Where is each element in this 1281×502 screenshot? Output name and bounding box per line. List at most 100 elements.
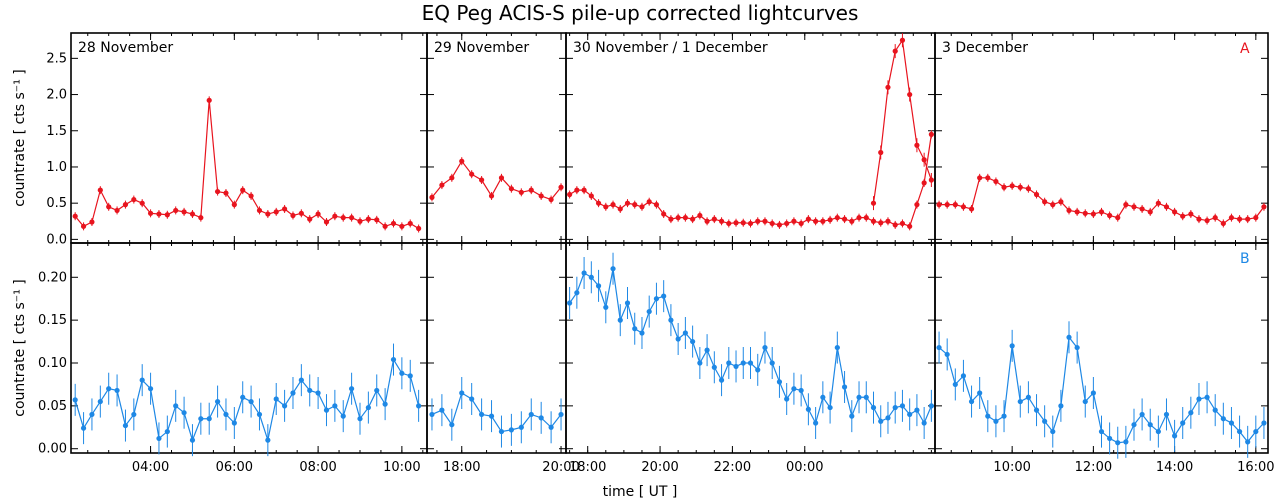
data-point bbox=[139, 200, 145, 206]
data-point bbox=[449, 422, 455, 428]
data-point bbox=[885, 84, 891, 90]
data-point bbox=[1245, 216, 1251, 222]
data-point bbox=[307, 387, 313, 394]
data-point bbox=[131, 196, 137, 203]
data-point bbox=[617, 206, 623, 212]
data-point bbox=[498, 175, 505, 181]
data-point bbox=[206, 416, 212, 422]
data-point bbox=[1017, 184, 1023, 190]
data-point bbox=[223, 190, 229, 196]
y-tick-label: 1.0 bbox=[46, 160, 67, 175]
data-point bbox=[892, 222, 898, 228]
data-point bbox=[791, 218, 797, 224]
data-point bbox=[80, 223, 87, 229]
data-point bbox=[870, 200, 877, 206]
data-point bbox=[131, 411, 137, 418]
panel-date-label: 28 November bbox=[78, 40, 173, 56]
data-point bbox=[878, 418, 884, 424]
data-point bbox=[106, 204, 112, 210]
data-point bbox=[704, 347, 710, 353]
data-point bbox=[1245, 439, 1251, 445]
x-tick-label: 06:00 bbox=[216, 460, 253, 475]
data-point bbox=[581, 270, 587, 276]
data-point bbox=[841, 216, 848, 222]
data-point bbox=[1188, 211, 1194, 217]
data-point bbox=[1228, 420, 1235, 426]
data-point bbox=[726, 220, 732, 227]
panel-4-b: 10:00 12:00 14:00 16:00 B bbox=[934, 242, 1275, 475]
data-point bbox=[899, 37, 906, 43]
data-point bbox=[488, 413, 495, 419]
data-point bbox=[639, 330, 645, 336]
row-label-a: A bbox=[1240, 41, 1250, 57]
data-point bbox=[841, 384, 848, 390]
panel-date-label: 3 December bbox=[942, 40, 1028, 56]
data-point bbox=[439, 407, 445, 413]
data-point bbox=[290, 212, 296, 219]
panel-frame bbox=[70, 32, 428, 244]
data-point bbox=[508, 186, 514, 192]
data-point bbox=[173, 207, 179, 214]
data-point bbox=[1098, 428, 1105, 435]
data-point bbox=[439, 182, 445, 188]
data-point bbox=[784, 396, 790, 402]
data-point bbox=[892, 48, 898, 54]
data-point bbox=[429, 194, 435, 200]
data-point bbox=[240, 394, 246, 400]
data-point bbox=[1074, 344, 1080, 351]
data-point bbox=[921, 180, 927, 186]
data-point bbox=[147, 386, 154, 392]
data-point bbox=[668, 216, 674, 222]
x-tick-label: 18:00 bbox=[443, 460, 480, 475]
data-point bbox=[97, 187, 103, 193]
data-point bbox=[459, 158, 465, 164]
series-line-a bbox=[74, 100, 419, 230]
panel-1-b: 04:00 06:00 08:00 10:00 0.00 0.05 0.10 0.15 0.20 bbox=[38, 242, 428, 475]
data-point bbox=[805, 406, 811, 412]
x-tick-label: 20:00 bbox=[542, 460, 579, 475]
y-axis-title-a: countrate [ cts s⁻¹ ] bbox=[12, 69, 28, 206]
data-point bbox=[206, 97, 212, 103]
data-point bbox=[1115, 440, 1121, 446]
row-label-b: B bbox=[1240, 251, 1250, 267]
data-point bbox=[122, 202, 129, 208]
data-point bbox=[315, 211, 321, 217]
panel-3-a: 30 November / 1 December bbox=[565, 32, 936, 244]
data-point bbox=[340, 215, 346, 221]
data-point bbox=[382, 223, 388, 229]
data-point bbox=[1058, 403, 1064, 409]
data-point bbox=[849, 218, 855, 224]
data-point bbox=[265, 437, 271, 443]
data-point bbox=[365, 404, 371, 411]
y-tick-label: 2.5 bbox=[46, 51, 67, 66]
data-point bbox=[106, 386, 112, 392]
data-point bbox=[827, 217, 833, 223]
data-point bbox=[914, 202, 920, 208]
data-point bbox=[256, 207, 263, 214]
panel-frame bbox=[565, 32, 936, 244]
data-point bbox=[977, 390, 983, 396]
data-point bbox=[1001, 184, 1007, 190]
data-point bbox=[747, 360, 754, 366]
data-point bbox=[1155, 428, 1161, 435]
x-tick-label: 00:00 bbox=[786, 460, 823, 475]
data-point bbox=[907, 223, 913, 229]
data-point bbox=[508, 427, 514, 433]
data-point bbox=[114, 207, 120, 214]
data-point bbox=[156, 211, 162, 217]
data-point bbox=[885, 218, 891, 224]
data-point bbox=[952, 381, 958, 388]
data-point bbox=[390, 220, 397, 227]
data-point bbox=[567, 191, 573, 198]
data-point bbox=[675, 215, 681, 221]
data-point bbox=[791, 386, 797, 392]
data-point bbox=[960, 373, 967, 379]
data-point bbox=[558, 184, 564, 190]
data-point bbox=[469, 171, 475, 177]
data-point bbox=[248, 398, 254, 405]
data-point bbox=[1033, 191, 1040, 198]
chart-title: EQ Peg ACIS-S pile-up corrected lightcur… bbox=[422, 1, 859, 25]
data-point bbox=[878, 149, 884, 156]
data-point bbox=[697, 360, 703, 366]
